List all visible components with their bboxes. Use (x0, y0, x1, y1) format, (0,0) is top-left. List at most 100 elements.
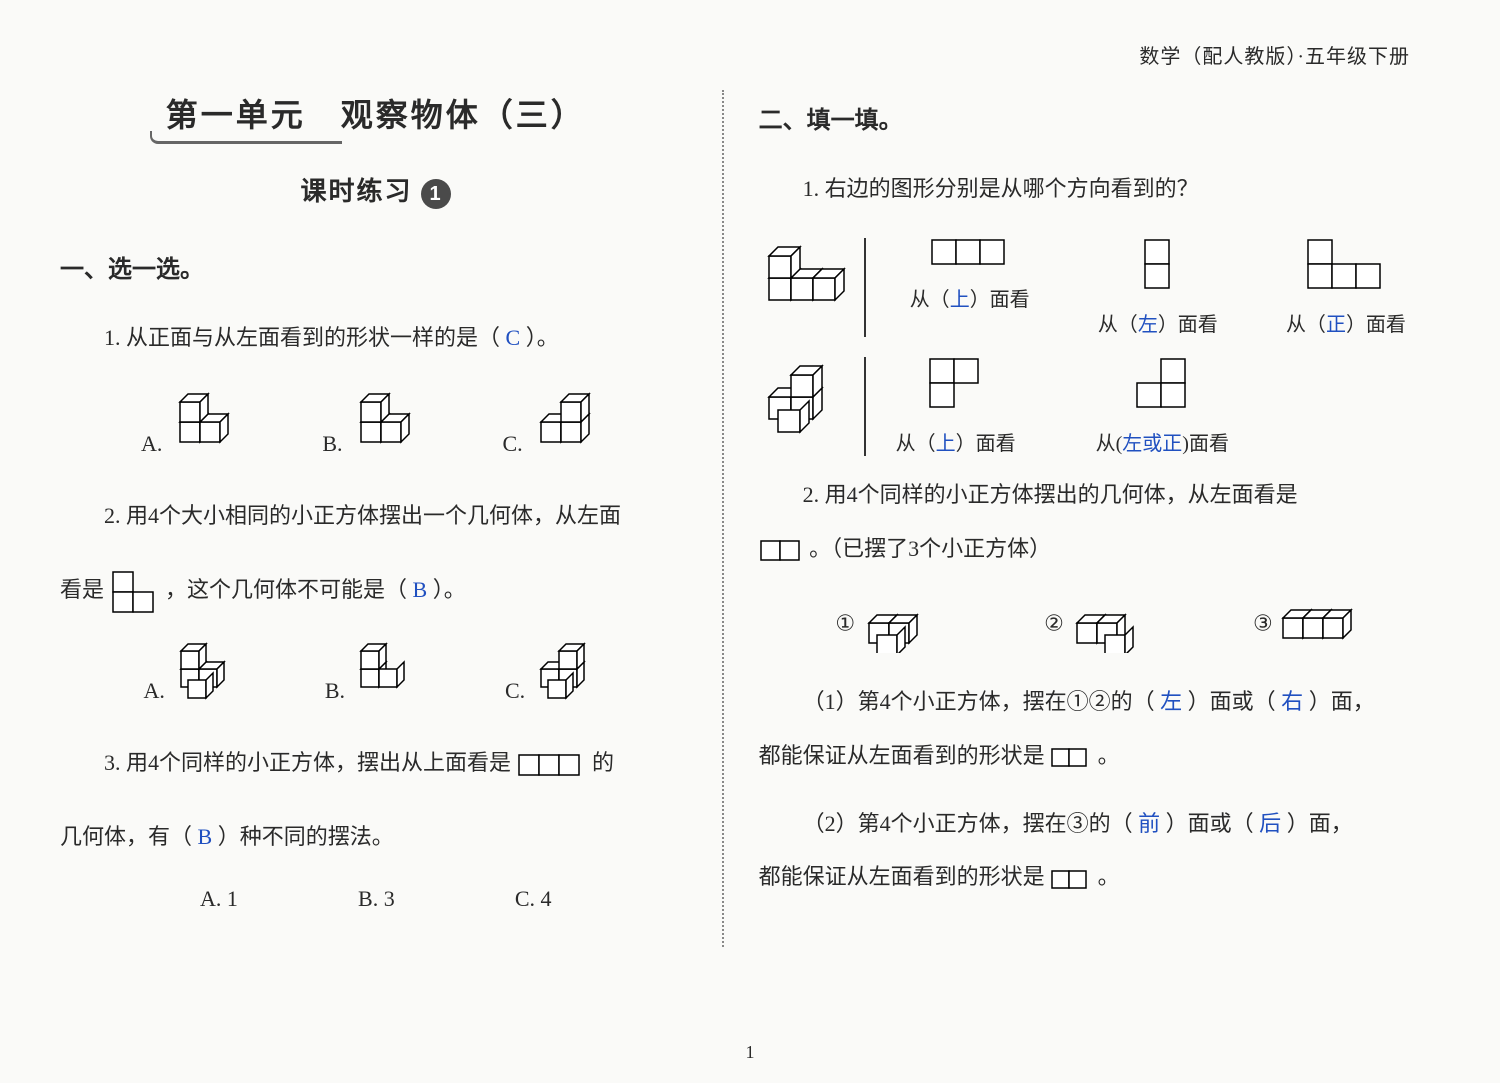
sub1-line2-text: 都能保证从左面看到的形状是 (759, 743, 1045, 768)
opt-label: C. 4 (515, 886, 552, 912)
lbl-after: ）面看 (1158, 314, 1218, 336)
header-subject: 数学（配人教版）·五年级下册 (1139, 40, 1410, 69)
q1-text-after: ）。 (526, 325, 559, 350)
q3-before: 3. 用4个同样的小正方体，摆出从上面看是 (104, 750, 511, 775)
sec2-q1: 1. 右边的图形分别是从哪个方向看到的？ (759, 165, 1440, 213)
flat-shape-icon (1050, 869, 1092, 890)
opt-label: A. (143, 678, 164, 704)
cubes-icon (533, 639, 608, 704)
view2b-label: 从(左或正)面看 (1096, 427, 1229, 456)
sub2-ans1: 前 (1138, 811, 1160, 836)
q3-opt-b: B. 3 (358, 886, 395, 912)
flat-shape-icon (928, 357, 983, 412)
fill-row1: 从（上）面看 从（左）面看 从（正）面看 (759, 238, 1440, 337)
cubes-icon (173, 639, 238, 704)
q3-after: 的 (592, 750, 614, 775)
lbl-before: 从（ (1098, 314, 1138, 336)
lbl-before: 从（ (1286, 314, 1326, 336)
sub-item-1: ① (835, 598, 930, 653)
lbl-ans: 正 (1326, 314, 1346, 336)
lesson-title: 课时练习 1 (60, 171, 692, 209)
q1: 1. 从正面与从左面看到的形状一样的是（ C ）。 (60, 314, 692, 362)
view3-label: 从（正）面看 (1286, 308, 1406, 337)
sub2: （2）第4个小正方体，摆在③的（ 前 ）面或（ 后 ）面， (759, 800, 1440, 848)
circ2: ② (1044, 611, 1064, 636)
left-column: 第一单元 观察物体（三） 课时练习 1 一、选一选。 1. 从正面与从左面看到的… (60, 90, 717, 947)
flat-shape-icon (930, 238, 1010, 268)
page-number: 1 (746, 1042, 755, 1063)
flat-shape-icon (759, 539, 804, 562)
view1-label: 从（上）面看 (910, 283, 1030, 312)
lbl-after: ）面看 (970, 289, 1030, 311)
flat-shape-icon (517, 753, 587, 778)
sub2-after: ）面， (1287, 811, 1353, 836)
q2-line2-before: 看是 (60, 577, 104, 602)
sub-item-3: ③ (1253, 603, 1363, 648)
cubes-icon (1278, 603, 1363, 648)
flat-shape-icon (1050, 747, 1092, 768)
opt-label: C. (502, 431, 522, 457)
fill-views-1: 从（上）面看 从（左）面看 从（正）面看 (864, 238, 1440, 337)
lesson-number: 1 (421, 179, 451, 209)
fill-views-2: 从（上）面看 从(左或正)面看 (864, 357, 1440, 456)
q3-opt-a: A. 1 (200, 886, 238, 912)
q1-opt-a: A. (141, 387, 240, 457)
right-column: 二、填一填。 1. 右边的图形分别是从哪个方向看到的？ 从（上）面看 (729, 90, 1440, 947)
q3-line1: 3. 用4个同样的小正方体，摆出从上面看是 的 (60, 739, 692, 787)
lbl-after: ）面看 (1346, 314, 1406, 336)
view1b-label: 从（上）面看 (896, 427, 1016, 456)
circ1: ① (835, 611, 855, 636)
page-columns: 第一单元 观察物体（三） 课时练习 1 一、选一选。 1. 从正面与从左面看到的… (60, 90, 1440, 947)
q2-line2-text: 。（已摆了3个小正方体） (809, 536, 1051, 561)
q2-line1: 2. 用4个大小相同的小正方体摆出一个几何体，从左面 (60, 492, 692, 540)
view2-label: 从（左）面看 (1098, 308, 1218, 337)
view1b: 从（上）面看 (896, 357, 1016, 456)
q1-opt-b: B. (322, 387, 420, 457)
q3-answer: B (198, 824, 213, 849)
sec2-q2-line2: 。（已摆了3个小正方体） (759, 525, 1440, 573)
column-divider (722, 90, 724, 947)
sub2-mid: ）面或（ (1166, 811, 1254, 836)
q2-line2: 看是 ，这个几何体不可能是（ B ）。 (60, 566, 692, 614)
lbl-ans: 上 (936, 433, 956, 455)
period: 。 (1098, 743, 1120, 768)
q2-opt-c: C. (505, 639, 608, 704)
q3-line2-after: ）种不同的摆法。 (218, 824, 394, 849)
sub-item-2: ② (1044, 598, 1139, 653)
sub1-after: ）面， (1309, 689, 1375, 714)
sub2-before: （2）第4个小正方体，摆在③的（ (803, 811, 1133, 836)
q2-options: A. B. (100, 639, 652, 704)
lbl-before: 从（ (896, 433, 936, 455)
q1-answer: C (506, 325, 521, 350)
opt-label: B. 3 (358, 886, 395, 912)
opt-label: A. (141, 431, 162, 457)
lbl-after: ）面看 (956, 433, 1016, 455)
sub2-line2-text: 都能保证从左面看到的形状是 (759, 864, 1045, 889)
sub1-before: （1）第4个小正方体，摆在①②的（ (803, 689, 1155, 714)
flat-shape-icon (1135, 357, 1190, 412)
cubes-icon (1069, 598, 1139, 653)
sub1-ans2: 右 (1281, 689, 1303, 714)
q2-line2-after: ）。 (433, 577, 466, 602)
view1: 从（上）面看 (910, 238, 1030, 312)
cubes-icon (759, 357, 849, 437)
q2-sub-row: ① ② ③ (779, 598, 1420, 653)
cubes-icon (531, 387, 611, 457)
lbl-before: 从( (1096, 433, 1123, 455)
sub1: （1）第4个小正方体，摆在①②的（ 左 ）面或（ 右 ）面， (759, 678, 1440, 726)
circ3: ③ (1253, 611, 1273, 636)
cubes-icon (351, 387, 421, 457)
cubes-icon (170, 387, 240, 457)
sub2-line2: 都能保证从左面看到的形状是 。 (759, 853, 1440, 901)
unit-title: 第一单元 观察物体（三） (60, 90, 692, 136)
view2b: 从(左或正)面看 (1096, 357, 1229, 456)
sub1-mid: ）面或（ (1188, 689, 1276, 714)
sec2-q2-line1: 2. 用4个同样的小正方体摆出的几何体，从左面看是 (759, 471, 1440, 519)
lesson-label: 课时练习 (301, 177, 413, 206)
q1-options: A. B. (100, 387, 652, 457)
q2-opt-b: B. (325, 639, 418, 704)
flat-shape-icon (1306, 238, 1386, 293)
q1-opt-c: C. (502, 387, 610, 457)
section2-title: 二、填一填。 (759, 100, 1440, 135)
q3-line2: 几何体，有（ B ）种不同的摆法。 (60, 813, 692, 861)
